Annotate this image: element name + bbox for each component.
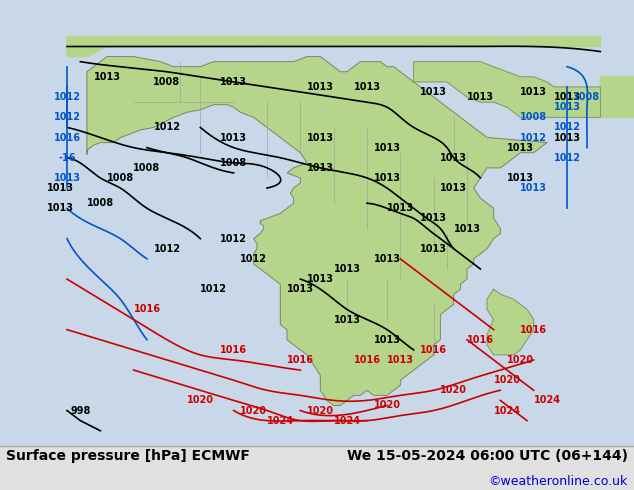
Text: 1013: 1013 <box>307 132 334 143</box>
Text: 1020: 1020 <box>507 355 534 365</box>
Text: 1013: 1013 <box>420 244 447 254</box>
Text: 1013: 1013 <box>333 264 361 274</box>
Text: 1012: 1012 <box>200 284 227 294</box>
Text: 1013: 1013 <box>220 77 247 87</box>
Text: 1013: 1013 <box>553 132 581 143</box>
Text: 1013: 1013 <box>387 355 414 365</box>
Text: 1024: 1024 <box>333 416 361 426</box>
Text: 1012: 1012 <box>240 254 267 264</box>
Text: 1013: 1013 <box>373 254 401 264</box>
Text: 1012: 1012 <box>53 92 81 102</box>
Text: 1013: 1013 <box>307 163 334 173</box>
Text: 1016: 1016 <box>53 132 81 143</box>
Text: 1008: 1008 <box>220 158 247 168</box>
Text: ©weatheronline.co.uk: ©weatheronline.co.uk <box>488 474 628 488</box>
Polygon shape <box>600 77 634 138</box>
Text: 1012: 1012 <box>520 132 547 143</box>
Text: -16: -16 <box>58 153 75 163</box>
Text: 1008: 1008 <box>573 92 600 102</box>
Polygon shape <box>487 289 534 355</box>
Text: 1013: 1013 <box>553 92 581 102</box>
Text: 1013: 1013 <box>440 153 467 163</box>
Text: 1013: 1013 <box>420 87 447 97</box>
Text: 1013: 1013 <box>93 72 120 82</box>
Text: 1024: 1024 <box>493 406 521 416</box>
Text: 1013: 1013 <box>553 102 581 112</box>
Text: 1013: 1013 <box>220 132 247 143</box>
Text: 1013: 1013 <box>373 335 401 345</box>
Text: 1008: 1008 <box>107 173 134 183</box>
Text: 1013: 1013 <box>287 284 314 294</box>
Text: 1013: 1013 <box>307 82 334 92</box>
Polygon shape <box>413 62 600 117</box>
Text: 1013: 1013 <box>307 274 334 284</box>
Text: 1008: 1008 <box>133 163 160 173</box>
Text: Surface pressure [hPa] ECMWF: Surface pressure [hPa] ECMWF <box>6 449 250 463</box>
Text: 1012: 1012 <box>153 122 181 132</box>
Text: 1013: 1013 <box>467 92 494 102</box>
Text: 1013: 1013 <box>47 203 74 213</box>
Text: 998: 998 <box>70 406 91 416</box>
Text: 1020: 1020 <box>240 406 267 416</box>
Text: 1016: 1016 <box>420 345 447 355</box>
Text: 1013: 1013 <box>520 87 547 97</box>
Text: 1012: 1012 <box>220 234 247 244</box>
Text: 1008: 1008 <box>87 198 114 208</box>
Text: 1013: 1013 <box>354 82 380 92</box>
Text: 1013: 1013 <box>333 315 361 324</box>
Text: 1012: 1012 <box>53 112 81 122</box>
Text: 1016: 1016 <box>220 345 247 355</box>
Text: 1012: 1012 <box>553 153 581 163</box>
Text: 1016: 1016 <box>520 324 547 335</box>
Text: 1016: 1016 <box>287 355 314 365</box>
Text: 1020: 1020 <box>187 395 214 405</box>
Text: 1013: 1013 <box>373 173 401 183</box>
Text: 1013: 1013 <box>53 173 81 183</box>
Text: 1020: 1020 <box>373 400 401 411</box>
Polygon shape <box>67 36 600 57</box>
Text: 1013: 1013 <box>507 143 534 152</box>
Text: 1016: 1016 <box>134 304 160 315</box>
Text: 1013: 1013 <box>507 173 534 183</box>
Text: We 15-05-2024 06:00 UTC (06+144): We 15-05-2024 06:00 UTC (06+144) <box>347 449 628 463</box>
Text: 1024: 1024 <box>267 416 294 426</box>
Text: 1008: 1008 <box>520 112 547 122</box>
Polygon shape <box>87 57 547 405</box>
Text: 1013: 1013 <box>47 183 74 193</box>
Text: 1013: 1013 <box>520 183 547 193</box>
Text: 1016: 1016 <box>467 335 494 345</box>
Text: 1013: 1013 <box>420 214 447 223</box>
Text: 1008: 1008 <box>153 77 181 87</box>
Text: 1013: 1013 <box>440 183 467 193</box>
Text: 1012: 1012 <box>553 122 581 132</box>
Text: 1013: 1013 <box>453 223 481 234</box>
Text: 1013: 1013 <box>373 143 401 152</box>
Text: 1013: 1013 <box>387 203 414 213</box>
Text: 1024: 1024 <box>533 395 560 405</box>
Text: 1012: 1012 <box>153 244 181 254</box>
Text: 1020: 1020 <box>307 406 334 416</box>
Text: 1016: 1016 <box>354 355 380 365</box>
Text: 1020: 1020 <box>440 385 467 395</box>
Text: 1020: 1020 <box>493 375 521 385</box>
